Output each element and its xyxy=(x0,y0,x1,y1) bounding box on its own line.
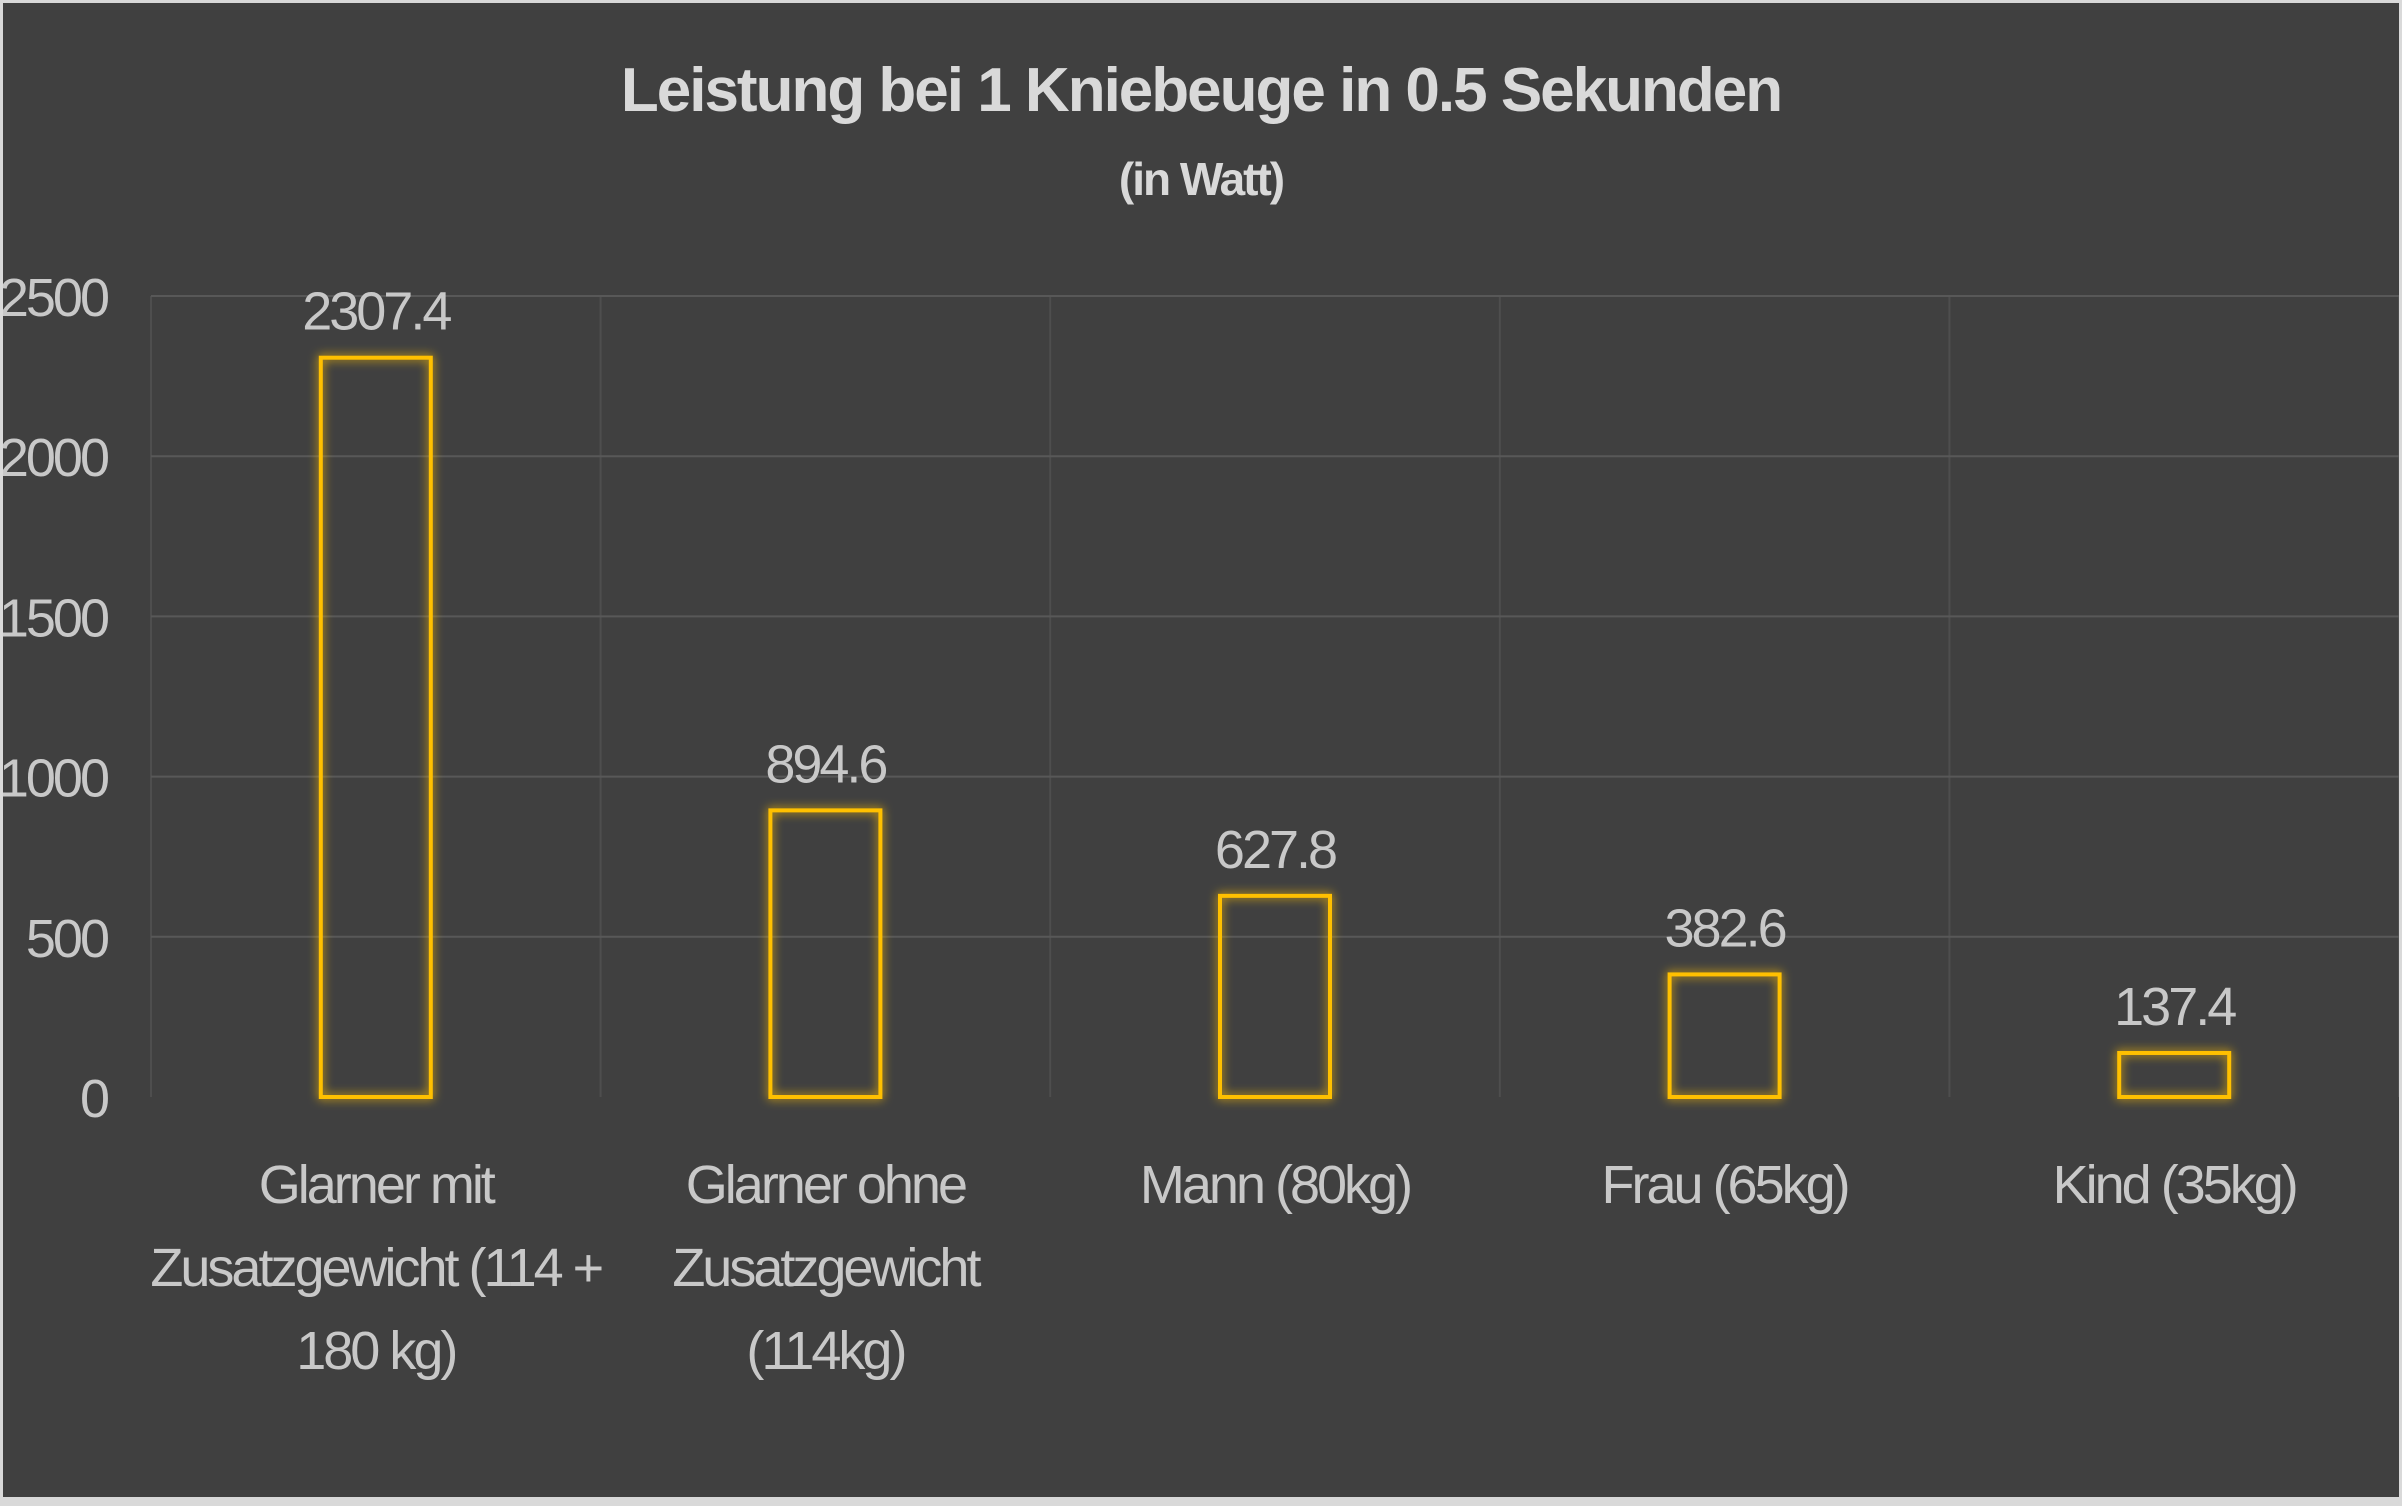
data-label: 137.4 xyxy=(2114,977,2236,1037)
bar xyxy=(1667,972,1782,1100)
y-tick-label: 1000 xyxy=(3,749,108,809)
x-category-label: Glarner ohne xyxy=(686,1155,966,1215)
y-tick-label: 2500 xyxy=(3,268,108,328)
y-tick-label: 0 xyxy=(80,1069,108,1129)
x-category-label: Glarner mit xyxy=(259,1155,496,1215)
x-category-label: Zusatzgewicht (114 + xyxy=(150,1238,601,1298)
bar xyxy=(768,808,883,1100)
x-category-label: Kind (35kg) xyxy=(2053,1155,2296,1215)
bar xyxy=(1218,893,1332,1100)
data-label: 894.6 xyxy=(765,734,886,794)
chart-area: Leistung bei 1 Kniebeuge in 0.5 Sekunden… xyxy=(0,3,2400,1497)
chart-title: Leistung bei 1 Kniebeuge in 0.5 Sekunden xyxy=(621,56,1781,125)
x-category-label: 180 kg) xyxy=(296,1321,455,1381)
y-tick-label: 2000 xyxy=(3,428,108,488)
chart-subtitle: (in Watt) xyxy=(1119,153,1284,205)
data-label: 627.8 xyxy=(1215,820,1336,880)
y-tick-label: 1500 xyxy=(3,588,108,648)
x-category-label: Mann (80kg) xyxy=(1140,1155,1410,1215)
data-label: 382.6 xyxy=(1665,898,1786,958)
bar-chart: Leistung bei 1 Kniebeuge in 0.5 Sekunden… xyxy=(0,56,2400,1381)
y-tick-label: 500 xyxy=(26,909,108,969)
bar xyxy=(318,355,433,1099)
data-label: 2307.4 xyxy=(302,282,451,342)
x-category-label: Frau (65kg) xyxy=(1602,1155,1848,1215)
bar xyxy=(2117,1050,2232,1100)
x-category-label: Zusatzgewicht xyxy=(672,1238,981,1298)
x-category-label: (114kg) xyxy=(746,1321,904,1381)
